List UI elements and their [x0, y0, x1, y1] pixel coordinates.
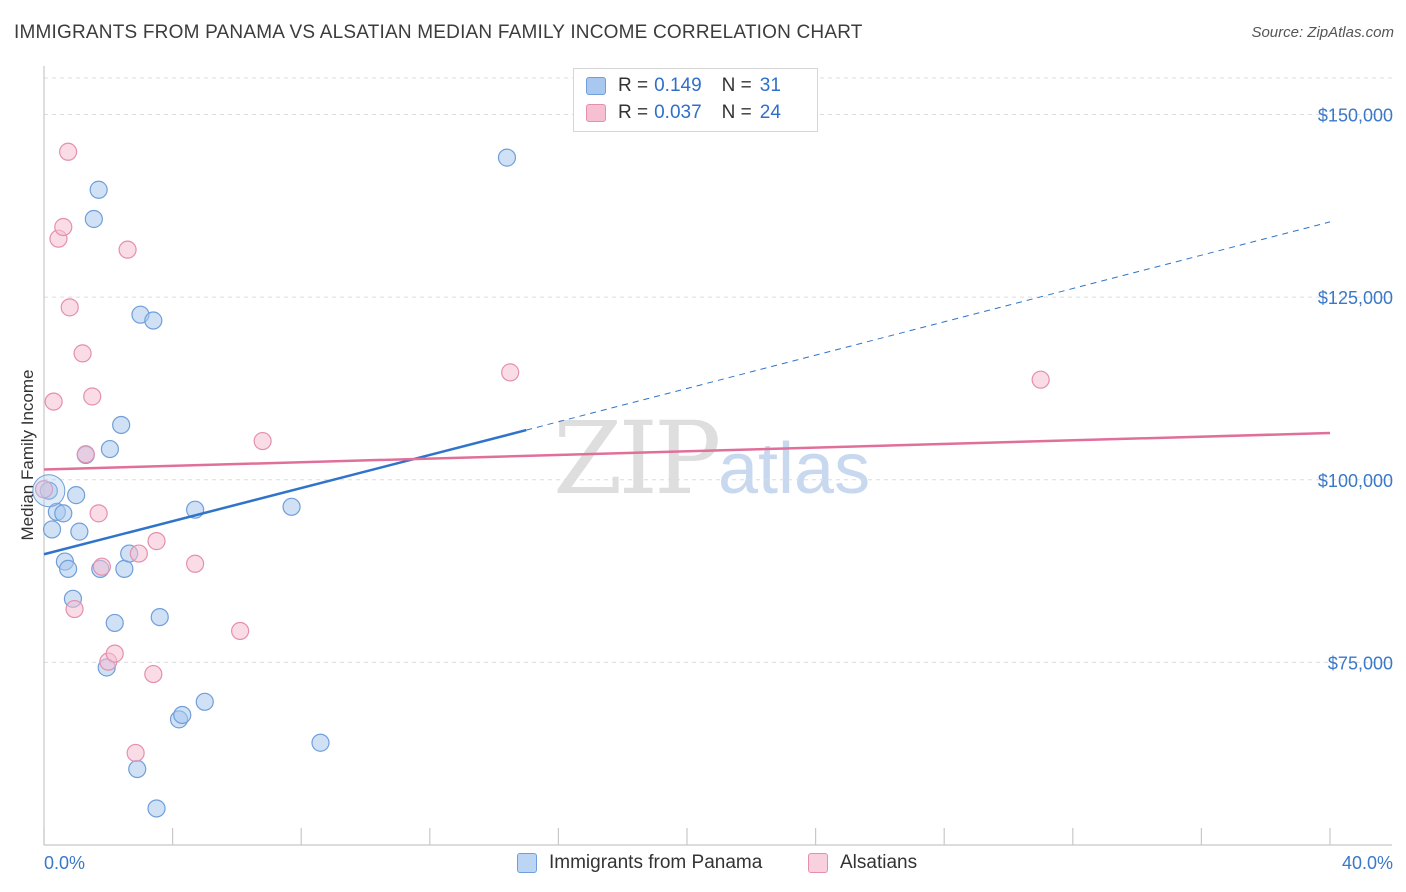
alsatian-point — [501, 363, 520, 382]
x-tick-label: 0.0% — [44, 853, 85, 873]
legend-r-value: 0.037 — [654, 102, 702, 123]
alsatian-point — [76, 445, 95, 464]
alsatian-point — [34, 480, 54, 499]
legend-swatch-panama — [517, 853, 537, 873]
panama-point — [112, 415, 131, 435]
panama-point — [42, 520, 62, 539]
alsatian-point — [118, 240, 137, 259]
panama-point — [311, 733, 330, 752]
alsatian-point — [231, 621, 250, 641]
legend-row-panama: R = 0.149 N = 31 — [586, 73, 781, 99]
legend-n-value: 24 — [759, 102, 781, 123]
y-axis-title: Median Family Income — [18, 369, 37, 540]
alsatian-point — [44, 392, 63, 411]
source-label: Source: ZipAtlas.com — [1251, 24, 1394, 41]
legend-n-label: N = — [721, 75, 752, 96]
alsatian-point — [253, 431, 272, 451]
legend-swatch-alsatians — [808, 853, 828, 873]
watermark-zip: ZIP — [553, 400, 721, 517]
alsatian-point — [147, 532, 166, 551]
alsatian-point — [186, 554, 205, 573]
alsatian-point — [60, 298, 79, 317]
legend-r-value: 0.149 — [654, 75, 702, 96]
alsatian-point — [126, 743, 145, 763]
panama-point — [89, 180, 108, 199]
panama-point — [497, 148, 517, 167]
alsatian-point — [59, 142, 78, 161]
alsatian-point — [54, 217, 73, 237]
y-tick-label: $125,000 — [1318, 288, 1393, 308]
x-tick-label: 40.0% — [1342, 853, 1393, 873]
panama-point — [115, 559, 134, 578]
panama-point — [70, 522, 89, 541]
legend-label-alsatians: Alsatians — [840, 852, 918, 873]
alsatian-point — [1031, 370, 1050, 389]
watermark-atlas: atlas — [718, 429, 871, 509]
panama-point — [84, 209, 103, 229]
alsatian-point — [92, 557, 111, 576]
legend-label-panama: Immigrants from Panama — [549, 852, 763, 873]
legend-swatch-panama — [586, 77, 606, 95]
legend-item-panama[interactable]: Immigrants from Panama — [517, 852, 762, 874]
chart-title: IMMIGRANTS FROM PANAMA VS ALSATIAN MEDIA… — [14, 22, 863, 43]
panama-point — [59, 559, 78, 578]
panama-point — [147, 799, 166, 818]
panama-point-large — [32, 474, 66, 508]
panama-point — [67, 486, 86, 505]
legend-item-alsatians[interactable]: Alsatians — [808, 852, 917, 874]
legend-n-label: N = — [721, 102, 752, 123]
legend-r-label: R = — [618, 102, 649, 123]
panama-point — [195, 692, 214, 711]
alsatian-trend-line — [43, 431, 1331, 471]
alsatian-point — [89, 504, 108, 523]
panama-point — [144, 311, 163, 330]
alsatian-point — [73, 344, 92, 363]
legend-n-value: 31 — [759, 75, 781, 96]
stats-legend: R = 0.149 N = 31 R = 0.037 N = 24 — [573, 68, 818, 132]
panama-trend-line — [43, 428, 527, 556]
y-tick-label: $150,000 — [1318, 106, 1393, 126]
panama-trend-extension — [526, 221, 1331, 431]
series-legend: Immigrants from Panama Alsatians — [0, 852, 1406, 878]
legend-row-alsatians: R = 0.037 N = 24 — [586, 100, 781, 126]
legend-swatch-alsatians — [586, 104, 606, 122]
alsatian-point — [144, 664, 163, 684]
panama-point — [150, 607, 169, 627]
alsatian-point — [83, 387, 102, 406]
panama-point — [100, 439, 120, 459]
y-tick-label: $100,000 — [1318, 471, 1393, 491]
panama-point — [282, 497, 301, 516]
legend-r-label: R = — [618, 75, 649, 96]
panama-point — [128, 759, 147, 779]
alsatian-point — [105, 644, 124, 663]
alsatian-point — [65, 599, 84, 619]
panama-point — [173, 705, 192, 725]
panama-point — [54, 504, 73, 523]
panama-point — [105, 613, 124, 633]
y-tick-label: $75,000 — [1328, 653, 1393, 673]
alsatian-point — [129, 544, 148, 563]
